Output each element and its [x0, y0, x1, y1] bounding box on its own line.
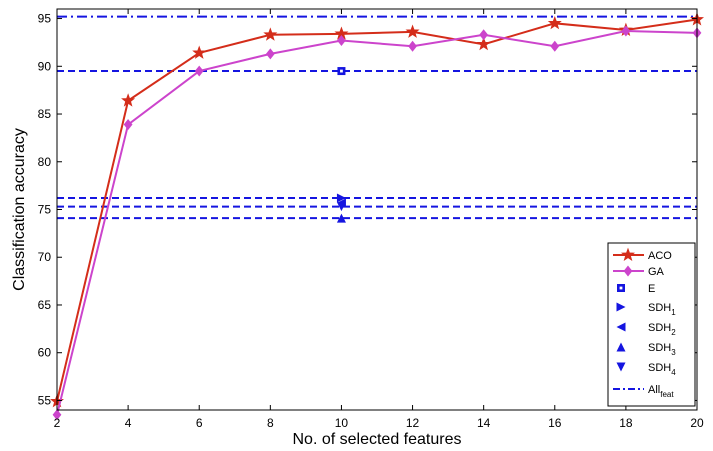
data-point-ga	[337, 35, 346, 46]
legend-item: SDH1	[616, 302, 676, 317]
x-tick-label: 4	[125, 416, 132, 430]
x-tick-label: 8	[267, 416, 274, 430]
legend-label: SDH4	[648, 362, 676, 377]
data-point-aco	[121, 93, 136, 107]
data-point-aco	[547, 15, 562, 30]
reference-lines	[57, 15, 697, 220]
point-sdh3	[336, 213, 346, 223]
legend-item: SDH3	[616, 342, 676, 357]
data-point-ga	[408, 40, 417, 52]
y-tick-label: 65	[38, 298, 52, 312]
data-point-aco	[476, 36, 491, 51]
point-sdh1	[336, 193, 346, 203]
y-tick-label: 90	[38, 59, 52, 73]
legend-item: SDH2	[616, 322, 676, 337]
x-tick-label: 6	[196, 416, 203, 430]
single-points	[336, 67, 346, 223]
y-tick-label: 95	[38, 12, 52, 26]
data-point-ga	[194, 65, 204, 77]
x-tick-label: 2	[54, 416, 61, 430]
series-line-aco	[56, 18, 698, 402]
x-tick-label: 20	[690, 416, 704, 430]
data-point-aco	[263, 27, 278, 41]
data-point-ga	[123, 119, 133, 131]
legend-marker	[620, 247, 636, 261]
legend-label-subscript: 3	[671, 348, 676, 357]
x-tick-label: 18	[619, 416, 633, 430]
legend-item: ACO	[613, 247, 672, 262]
x-tick-label: 16	[548, 416, 562, 430]
legend-label: GA	[648, 266, 665, 278]
x-tick-label: 14	[477, 416, 491, 430]
data-point-ga	[479, 29, 489, 41]
data-point-ga	[265, 48, 275, 60]
legend-marker	[623, 265, 633, 277]
x-axis-label: No. of selected features	[293, 431, 462, 448]
legend-item: SDH4	[616, 362, 676, 377]
plot-area-frame	[56, 8, 698, 411]
series-line-ga	[56, 29, 698, 416]
y-tick-label: 70	[38, 250, 52, 264]
legend-label: ACO	[648, 250, 672, 262]
data-point-aco	[405, 24, 420, 38]
legend-label: SDH2	[648, 322, 676, 337]
y-axis-label: Classification accuracy	[11, 128, 28, 291]
legend-item: E	[617, 283, 655, 295]
y-tick-label: 60	[38, 346, 52, 360]
data-point-ga	[550, 40, 560, 52]
x-tick-label: 10	[335, 416, 349, 430]
y-tick-label: 80	[38, 155, 52, 169]
legend-marker	[616, 322, 626, 332]
legend-marker	[616, 362, 626, 372]
legend-marker	[616, 342, 626, 352]
legend-marker-inner	[619, 286, 623, 290]
point-e-inner	[340, 69, 343, 73]
series-ga	[52, 25, 702, 421]
legend-label-subscript: feat	[660, 390, 674, 399]
data-point-ga	[621, 25, 631, 37]
legend-label: SDH1	[648, 302, 676, 317]
legend-label-subscript: 2	[671, 328, 676, 337]
data-series	[49, 12, 705, 421]
y-tick-label: 55	[38, 393, 52, 407]
y-tick-label: 75	[38, 203, 52, 217]
legend-item: GA	[613, 265, 665, 278]
data-point-aco	[192, 45, 207, 59]
legend-label-subscript: 4	[671, 368, 676, 377]
y-tick-label: 85	[38, 107, 52, 121]
x-tick-label: 12	[406, 416, 420, 430]
legend-label: E	[648, 283, 655, 295]
legend-label-subscript: 1	[671, 308, 676, 317]
legend-label: SDH3	[648, 342, 676, 357]
legend-marker	[616, 302, 626, 312]
data-point-ga	[52, 409, 62, 421]
point-sdh4	[336, 202, 346, 212]
